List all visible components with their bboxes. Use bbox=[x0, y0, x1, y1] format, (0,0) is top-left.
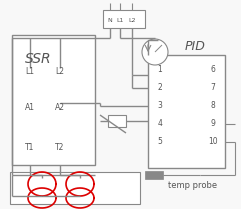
Text: 4: 4 bbox=[158, 120, 162, 129]
Text: A2: A2 bbox=[55, 103, 65, 112]
Circle shape bbox=[142, 39, 168, 65]
Text: L2: L2 bbox=[55, 68, 65, 76]
Text: 10: 10 bbox=[208, 138, 218, 147]
Text: 3: 3 bbox=[158, 102, 162, 111]
Text: SSR: SSR bbox=[25, 52, 51, 66]
Text: 2: 2 bbox=[158, 84, 162, 93]
Text: 1: 1 bbox=[158, 65, 162, 74]
Bar bbox=[12, 35, 95, 165]
Text: T1: T1 bbox=[25, 144, 35, 153]
Text: 9: 9 bbox=[211, 120, 215, 129]
Text: temp probe: temp probe bbox=[168, 181, 217, 190]
Bar bbox=[103, 10, 145, 28]
Text: L1: L1 bbox=[116, 19, 124, 23]
Text: T2: T2 bbox=[55, 144, 65, 153]
Text: 6: 6 bbox=[211, 65, 215, 74]
Text: A1: A1 bbox=[25, 103, 35, 112]
Bar bbox=[145, 171, 163, 179]
Bar bbox=[108, 115, 126, 127]
Text: 8: 8 bbox=[211, 102, 215, 111]
Text: L1: L1 bbox=[26, 68, 34, 76]
Bar bbox=[10, 172, 140, 204]
Text: 7: 7 bbox=[211, 84, 215, 93]
Text: N: N bbox=[108, 19, 112, 23]
Bar bbox=[148, 55, 225, 168]
Text: PID: PID bbox=[185, 41, 205, 54]
Text: L2: L2 bbox=[128, 19, 136, 23]
Text: 5: 5 bbox=[158, 138, 162, 147]
